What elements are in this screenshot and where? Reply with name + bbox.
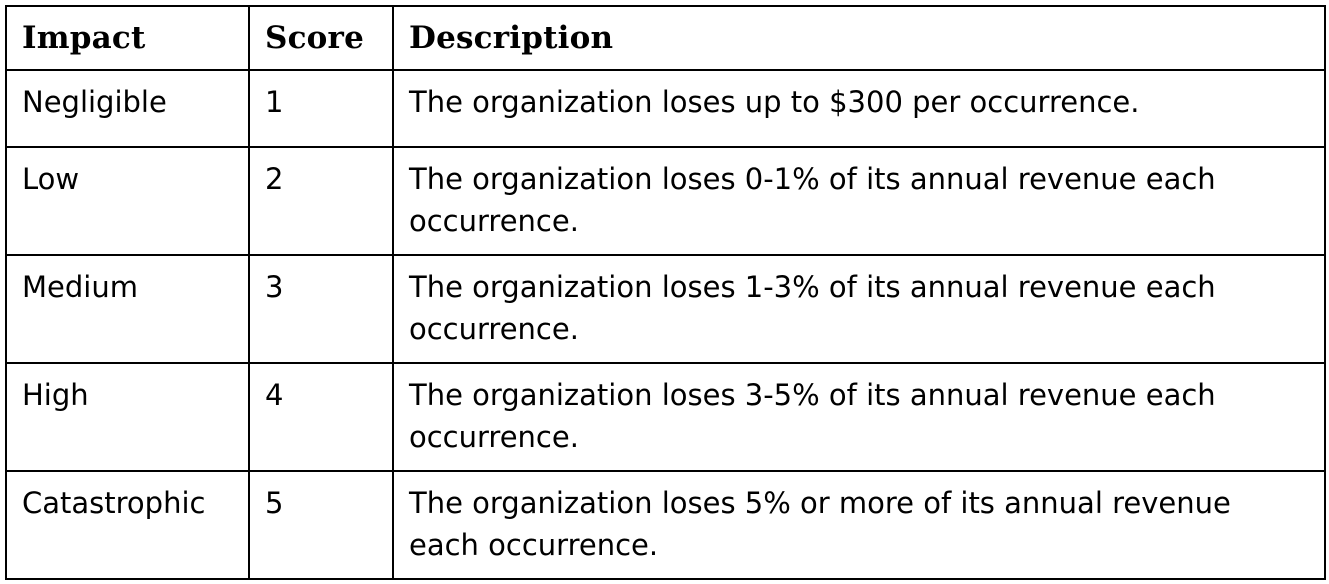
table-row: Low 2 The organization loses 0-1% of its…: [5, 146, 1326, 256]
table-row: High 4 The organization loses 3-5% of it…: [5, 362, 1326, 472]
score-cell: 2: [248, 146, 394, 256]
impact-cell: High: [5, 362, 250, 472]
impact-score-table-container: Impact Score Description Negligible 1 Th…: [5, 5, 1326, 580]
table-row: Medium 3 The organization loses 1-3% of …: [5, 254, 1326, 364]
table-header-row: Impact Score Description: [5, 5, 1326, 71]
description-cell: The organization loses 3-5% of its annua…: [392, 362, 1326, 472]
score-cell: 4: [248, 362, 394, 472]
header-score: Score: [248, 5, 394, 71]
description-cell: The organization loses 5% or more of its…: [392, 470, 1326, 580]
header-impact: Impact: [5, 5, 250, 71]
score-cell: 5: [248, 470, 394, 580]
impact-cell: Negligible: [5, 69, 250, 148]
description-cell: The organization loses 0-1% of its annua…: [392, 146, 1326, 256]
impact-score-table: Impact Score Description Negligible 1 Th…: [5, 5, 1326, 580]
header-description: Description: [392, 5, 1326, 71]
table-row: Catastrophic 5 The organization loses 5%…: [5, 470, 1326, 580]
description-cell: The organization loses up to $300 per oc…: [392, 69, 1326, 148]
impact-cell: Catastrophic: [5, 470, 250, 580]
description-cell: The organization loses 1-3% of its annua…: [392, 254, 1326, 364]
table-row: Negligible 1 The organization loses up t…: [5, 69, 1326, 148]
score-cell: 3: [248, 254, 394, 364]
impact-cell: Medium: [5, 254, 250, 364]
score-cell: 1: [248, 69, 394, 148]
impact-cell: Low: [5, 146, 250, 256]
